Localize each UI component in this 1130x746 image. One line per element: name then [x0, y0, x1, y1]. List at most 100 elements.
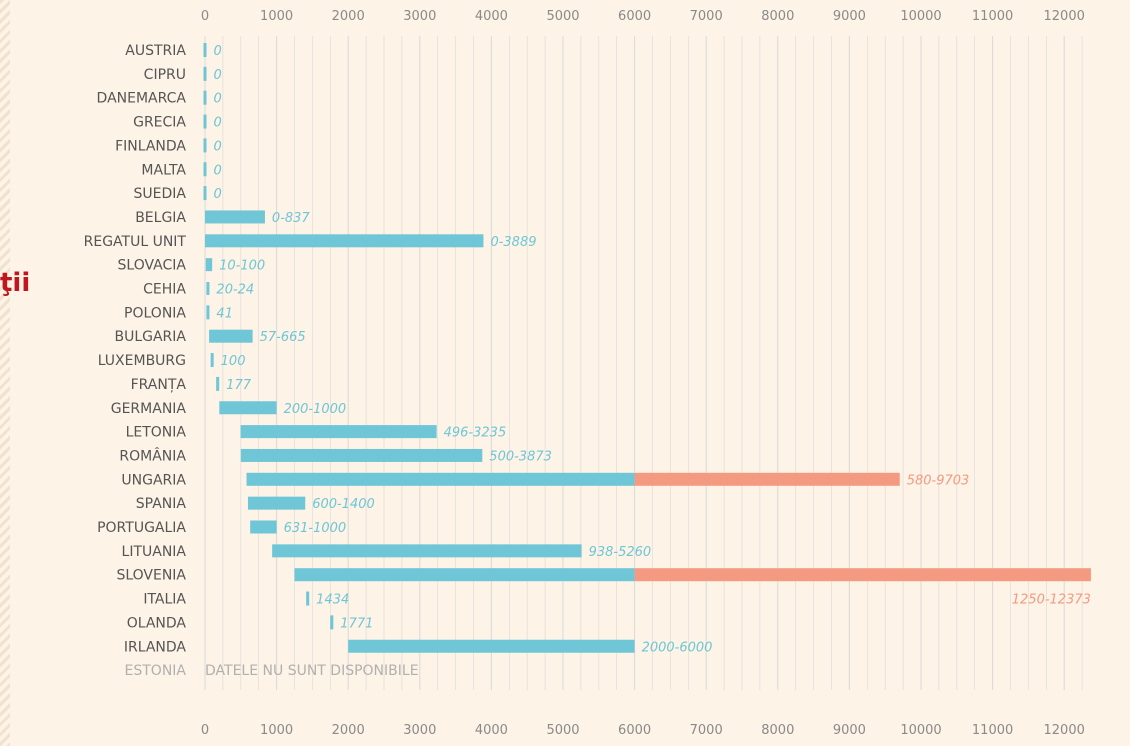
data-label: 177: [226, 378, 252, 393]
bar-extension: [634, 568, 1091, 582]
bar: [205, 234, 484, 248]
bar: [206, 282, 210, 295]
data-label: 0-837: [272, 211, 311, 226]
x-tick-label-bottom: 11000: [972, 723, 1013, 738]
x-tick-label-bottom: 7000: [690, 723, 723, 738]
x-tick-label-bottom: 4000: [475, 723, 508, 738]
category-label: IRLANDA: [124, 639, 187, 655]
data-label: 10-100: [219, 259, 265, 274]
x-tick-label-bottom: 0: [201, 723, 209, 738]
x-tick-label-bottom: 6000: [618, 723, 651, 738]
x-tick-label-top: 7000: [690, 9, 723, 24]
data-label: 580-9703: [907, 473, 970, 488]
category-label: ESTONIA: [125, 663, 187, 679]
data-label: 20-24: [216, 283, 254, 298]
x-tick-label-top: 5000: [546, 9, 579, 24]
category-label: ROMÂNIA: [119, 446, 186, 464]
data-label: 0: [214, 68, 222, 83]
data-label: 496-3235: [444, 426, 507, 441]
category-label: DANEMARCA: [97, 91, 187, 107]
category-label: SPANIA: [136, 496, 187, 512]
x-tick-label-bottom: 10000: [900, 723, 941, 738]
data-label: 57-665: [260, 330, 306, 345]
data-label: 1434: [316, 593, 349, 608]
x-tick-label-bottom: 8000: [761, 723, 794, 738]
data-label: 100: [221, 354, 246, 369]
data-label: 500-3873: [489, 449, 552, 464]
x-tick-label-bottom: 9000: [833, 723, 866, 738]
data-label: 600-1400: [312, 497, 375, 512]
bar: [219, 401, 277, 415]
category-label: SUEDIA: [134, 186, 187, 202]
side-heading-fragment: ţii: [0, 268, 31, 298]
bar: [247, 496, 306, 510]
x-tick-label-bottom: 1000: [260, 723, 293, 738]
x-tick-label-top: 9000: [833, 9, 866, 24]
category-label: BULGARIA: [114, 329, 186, 345]
data-label: 200-1000: [284, 402, 347, 417]
category-label: LETONIA: [126, 425, 187, 441]
category-label: FINLANDA: [115, 138, 186, 154]
bar: [272, 544, 582, 558]
bar: [240, 425, 437, 439]
bar: [246, 472, 635, 486]
x-tick-label-bottom: 12000: [1044, 723, 1085, 738]
data-label: 631-1000: [284, 521, 347, 536]
bar: [203, 90, 207, 105]
x-tick-label-top: 4000: [475, 9, 508, 24]
category-label: LUXEMBURG: [98, 353, 186, 369]
data-label: 0: [214, 44, 222, 59]
data-label: 0: [214, 187, 222, 202]
category-label: REGATUL UNIT: [84, 234, 187, 250]
x-tick-label-top: 10000: [900, 9, 941, 24]
x-tick-label-bottom: 5000: [546, 723, 579, 738]
bar: [203, 66, 207, 81]
bar: [306, 591, 310, 606]
bar-extension: [634, 472, 900, 486]
category-label: LITUANIA: [122, 544, 187, 560]
x-tick-label-top: 1000: [260, 9, 293, 24]
data-label: DATELE NU SUNT DISPONIBILE: [205, 663, 419, 679]
x-tick-label-bottom: 3000: [403, 723, 436, 738]
category-label: POLONIA: [124, 305, 186, 321]
bar: [205, 210, 265, 224]
bar: [294, 568, 635, 582]
bar: [203, 114, 207, 129]
x-tick-label-top: 2000: [332, 9, 365, 24]
data-label: 938-5260: [589, 545, 652, 560]
x-tick-label-top: 6000: [618, 9, 651, 24]
category-label: SLOVENIA: [116, 568, 186, 584]
bar: [203, 186, 207, 201]
left-edge-decoration: [0, 0, 10, 746]
bar: [203, 162, 207, 177]
data-label: 0: [214, 92, 222, 107]
category-label: CEHIA: [143, 282, 186, 298]
x-tick-label-top: 11000: [972, 9, 1013, 24]
data-label: 0: [214, 116, 222, 131]
bar: [203, 43, 207, 57]
bar: [240, 448, 483, 462]
bar: [330, 615, 334, 630]
category-label: FRANȚA: [131, 377, 187, 393]
category-label: PORTUGALIA: [97, 520, 186, 536]
bar: [250, 520, 277, 534]
category-label: AUSTRIA: [125, 43, 186, 59]
category-label: UNGARIA: [121, 472, 186, 488]
category-label: SLOVACIA: [118, 258, 187, 274]
bar: [348, 639, 635, 653]
data-label: 1250-12373: [1012, 593, 1091, 608]
data-label: 0: [214, 163, 222, 178]
bar: [216, 376, 220, 391]
data-label: 41: [216, 306, 233, 321]
x-tick-label-top: 12000: [1044, 9, 1085, 24]
bar: [209, 329, 253, 343]
data-label: 0-3889: [490, 235, 536, 250]
category-label: MALTA: [141, 162, 186, 178]
bar: [206, 305, 210, 320]
x-tick-label-bottom: 2000: [332, 723, 365, 738]
x-tick-label-top: 0: [201, 9, 209, 24]
data-label: 2000-6000: [642, 640, 713, 655]
category-label: CIPRU: [144, 67, 186, 83]
category-label: GRECIA: [133, 115, 186, 131]
